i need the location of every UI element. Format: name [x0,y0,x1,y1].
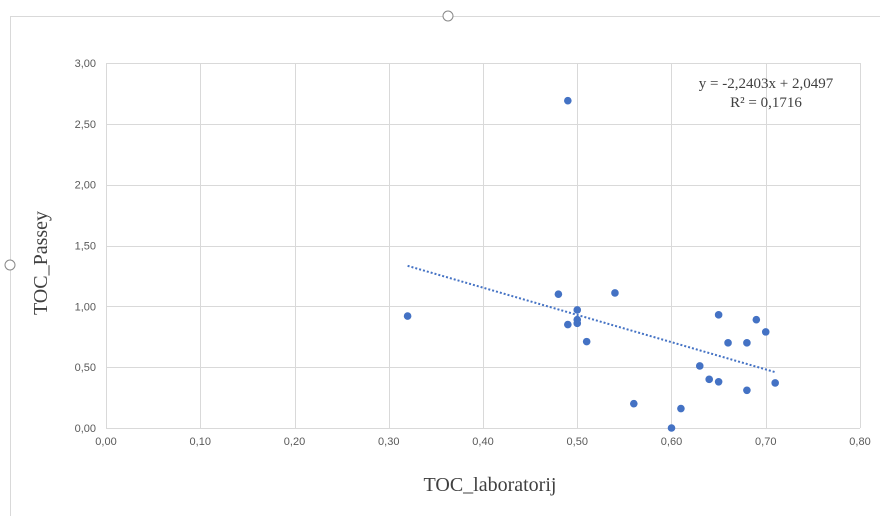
linear-trendline [408,266,776,372]
trendline-equation: y = -2,2403x + 2,0497 [699,76,834,92]
y-tick-label: 0,50 [75,362,96,374]
y-axis-label: TOC_Passey [30,211,52,315]
x-tick-label: 0,00 [95,436,116,448]
data-point [573,320,581,328]
x-tick-label: 0,40 [472,436,493,448]
x-tick-label: 0,70 [755,436,776,448]
data-points [404,97,779,432]
data-point [611,289,619,297]
data-point [404,312,412,320]
y-tick-label: 1,50 [75,241,96,253]
x-tick-label: 0,80 [849,436,870,448]
x-tick-label: 0,20 [284,436,305,448]
top-resize-handle[interactable] [443,11,453,21]
data-point [715,311,723,319]
y-tick-label: 2,00 [75,180,96,192]
x-tick-label: 0,50 [567,436,588,448]
data-point [555,290,563,298]
trendline-layer [408,266,776,372]
data-point [573,306,581,314]
trendline-r-squared: R² = 0,1716 [730,95,802,111]
y-tick-label: 2,50 [75,119,96,131]
y-tick-label: 3,00 [75,58,96,70]
y-tick-label: 1,00 [75,301,96,313]
data-point [583,338,591,346]
data-point [705,376,713,384]
data-point [715,378,723,386]
y-tick-label: 0,00 [75,423,96,435]
data-point [771,379,779,387]
data-point [743,339,751,347]
data-point [677,405,685,413]
data-point [696,362,704,370]
data-point [564,321,572,329]
x-axis-label: TOC_laboratorij [424,474,557,496]
data-point [630,400,638,408]
gridlines [106,63,861,429]
data-point [668,424,676,432]
data-point [762,328,770,336]
x-tick-label: 0,60 [661,436,682,448]
left-resize-handle[interactable] [5,260,15,270]
data-point [743,386,751,394]
x-tick-label: 0,10 [190,436,211,448]
data-point [724,339,732,347]
x-tick-label: 0,30 [378,436,399,448]
data-point [753,316,761,324]
tick-labels: 0,00 0,10 0,20 0,30 0,40 0,50 0,60 0,70 0,80 0,00… [75,58,871,448]
data-point [564,97,572,105]
